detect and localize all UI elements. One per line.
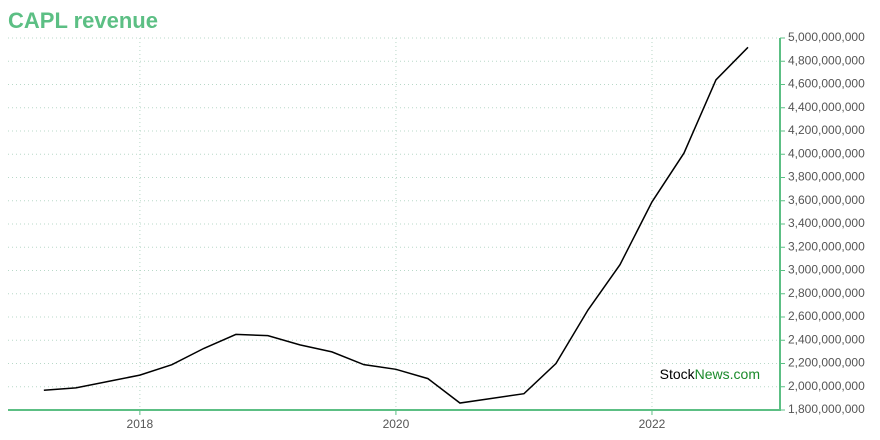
y-tick-label: 4,400,000,000 — [788, 100, 865, 114]
chart-title: CAPL revenue — [8, 8, 158, 33]
y-tick-label: 4,000,000,000 — [788, 146, 865, 160]
y-tick-label: 2,000,000,000 — [788, 379, 865, 393]
y-tick-label: 3,200,000,000 — [788, 239, 865, 253]
y-tick-label: 3,800,000,000 — [788, 170, 865, 184]
y-tick-label: 1,800,000,000 — [788, 402, 865, 416]
x-tick-label: 2018 — [127, 417, 154, 431]
y-tick-label: 4,200,000,000 — [788, 123, 865, 137]
y-tick-label: 2,200,000,000 — [788, 356, 865, 370]
y-tick-label: 4,600,000,000 — [788, 77, 865, 91]
y-tick-label: 2,800,000,000 — [788, 286, 865, 300]
line-series — [43, 46, 749, 404]
x-tick-label: 2020 — [383, 417, 410, 431]
y-tick-label: 3,600,000,000 — [788, 193, 865, 207]
watermark: StockNews.com — [660, 366, 760, 382]
x-tick-label: 2022 — [639, 417, 666, 431]
y-tick-label: 2,400,000,000 — [788, 332, 865, 346]
y-tick-label: 2,600,000,000 — [788, 309, 865, 323]
watermark-stock: Stock — [660, 366, 696, 382]
y-tick-label: 5,000,000,000 — [788, 30, 865, 44]
y-tick-label: 4,800,000,000 — [788, 53, 865, 67]
y-tick-label: 3,000,000,000 — [788, 263, 865, 277]
watermark-news: News.com — [695, 366, 760, 382]
y-tick-label: 3,400,000,000 — [788, 216, 865, 230]
